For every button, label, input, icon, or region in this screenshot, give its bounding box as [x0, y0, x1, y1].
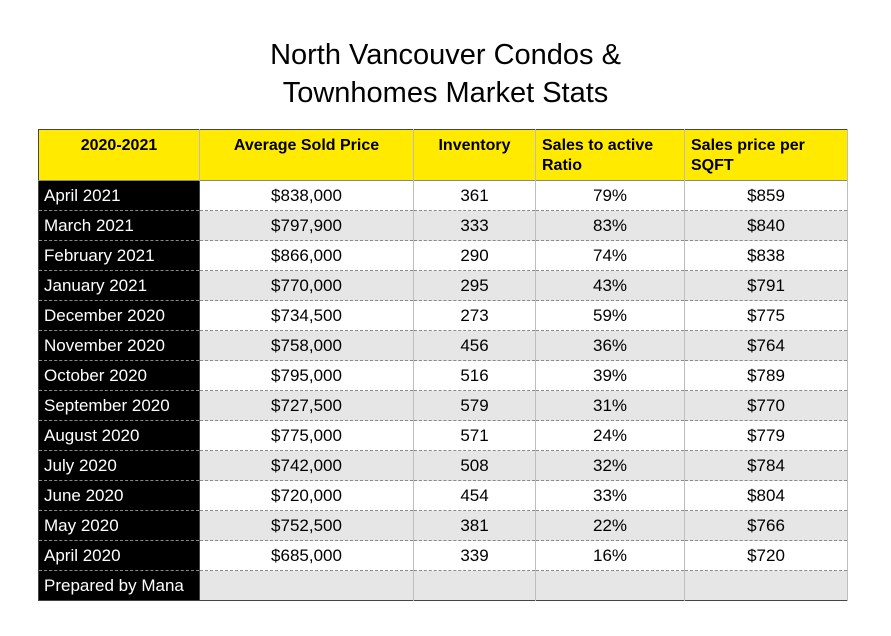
- table-row: February 2021 $866,000 290 74% $838: [38, 240, 848, 271]
- price-per-sqft-cell: $779: [684, 420, 848, 451]
- inventory-cell: 579: [413, 390, 536, 421]
- inventory-cell: 571: [413, 420, 536, 451]
- table-row: May 2020 $752,500 381 22% $766: [38, 510, 848, 541]
- empty-cell: [535, 570, 685, 601]
- price-per-sqft-cell: $720: [684, 540, 848, 571]
- inventory-cell: 454: [413, 480, 536, 511]
- table-footer-row: Prepared by Mana: [38, 570, 848, 601]
- price-per-sqft-cell: $775: [684, 300, 848, 331]
- sales-ratio-cell: 59%: [535, 300, 685, 331]
- inventory-cell: 361: [413, 180, 536, 211]
- table-header-row: 2020-2021 Average Sold Price Inventory S…: [38, 129, 848, 181]
- table-row: March 2021 $797,900 333 83% $840: [38, 210, 848, 241]
- price-per-sqft-cell: $791: [684, 270, 848, 301]
- header-inventory: Inventory: [413, 129, 536, 181]
- empty-cell: [684, 570, 848, 601]
- table-row: September 2020 $727,500 579 31% $770: [38, 390, 848, 421]
- sales-ratio-cell: 24%: [535, 420, 685, 451]
- price-per-sqft-cell: $859: [684, 180, 848, 211]
- prepared-by-label: Prepared by Mana: [38, 570, 200, 601]
- month-cell: March 2021: [38, 210, 200, 241]
- table-row: August 2020 $775,000 571 24% $779: [38, 420, 848, 451]
- month-cell: June 2020: [38, 480, 200, 511]
- inventory-cell: 381: [413, 510, 536, 541]
- sales-ratio-cell: 32%: [535, 450, 685, 481]
- page-title: North Vancouver Condos & Townhomes Marke…: [0, 36, 891, 112]
- price-per-sqft-cell: $784: [684, 450, 848, 481]
- month-cell: September 2020: [38, 390, 200, 421]
- inventory-cell: 290: [413, 240, 536, 271]
- average-sold-price-cell: $866,000: [199, 240, 414, 271]
- inventory-cell: 333: [413, 210, 536, 241]
- month-cell: December 2020: [38, 300, 200, 331]
- table-row: June 2020 $720,000 454 33% $804: [38, 480, 848, 511]
- price-per-sqft-cell: $838: [684, 240, 848, 271]
- month-cell: August 2020: [38, 420, 200, 451]
- month-cell: May 2020: [38, 510, 200, 541]
- average-sold-price-cell: $797,900: [199, 210, 414, 241]
- table-row: April 2021 $838,000 361 79% $859: [38, 180, 848, 211]
- price-per-sqft-cell: $804: [684, 480, 848, 511]
- month-cell: November 2020: [38, 330, 200, 361]
- title-line-2: Townhomes Market Stats: [282, 77, 609, 109]
- inventory-cell: 273: [413, 300, 536, 331]
- average-sold-price-cell: $752,500: [199, 510, 414, 541]
- month-cell: April 2021: [38, 180, 200, 211]
- sales-ratio-cell: 74%: [535, 240, 685, 271]
- price-per-sqft-cell: $766: [684, 510, 848, 541]
- average-sold-price-cell: $838,000: [199, 180, 414, 211]
- average-sold-price-cell: $685,000: [199, 540, 414, 571]
- sales-ratio-cell: 79%: [535, 180, 685, 211]
- sales-ratio-cell: 16%: [535, 540, 685, 571]
- average-sold-price-cell: $795,000: [199, 360, 414, 391]
- empty-cell: [199, 570, 414, 601]
- month-cell: October 2020: [38, 360, 200, 391]
- average-sold-price-cell: $720,000: [199, 480, 414, 511]
- header-average-sold-price: Average Sold Price: [199, 129, 414, 181]
- month-cell: April 2020: [38, 540, 200, 571]
- month-cell: January 2021: [38, 270, 200, 301]
- title-line-1: North Vancouver Condos &: [270, 39, 621, 71]
- price-per-sqft-cell: $840: [684, 210, 848, 241]
- average-sold-price-cell: $727,500: [199, 390, 414, 421]
- month-cell: July 2020: [38, 450, 200, 481]
- inventory-cell: 516: [413, 360, 536, 391]
- price-per-sqft-cell: $770: [684, 390, 848, 421]
- table-row: July 2020 $742,000 508 32% $784: [38, 450, 848, 481]
- empty-cell: [413, 570, 536, 601]
- header-sales-to-active-ratio: Sales to active Ratio: [535, 129, 685, 181]
- table-row: December 2020 $734,500 273 59% $775: [38, 300, 848, 331]
- price-per-sqft-cell: $764: [684, 330, 848, 361]
- average-sold-price-cell: $775,000: [199, 420, 414, 451]
- inventory-cell: 295: [413, 270, 536, 301]
- sales-ratio-cell: 33%: [535, 480, 685, 511]
- inventory-cell: 456: [413, 330, 536, 361]
- market-stats-table: 2020-2021 Average Sold Price Inventory S…: [38, 129, 848, 601]
- table-row: January 2021 $770,000 295 43% $791: [38, 270, 848, 301]
- sales-ratio-cell: 39%: [535, 360, 685, 391]
- inventory-cell: 339: [413, 540, 536, 571]
- month-cell: February 2021: [38, 240, 200, 271]
- sales-ratio-cell: 31%: [535, 390, 685, 421]
- price-per-sqft-cell: $789: [684, 360, 848, 391]
- average-sold-price-cell: $734,500: [199, 300, 414, 331]
- sales-ratio-cell: 43%: [535, 270, 685, 301]
- sales-ratio-cell: 83%: [535, 210, 685, 241]
- average-sold-price-cell: $770,000: [199, 270, 414, 301]
- table-row: April 2020 $685,000 339 16% $720: [38, 540, 848, 571]
- table-row: October 2020 $795,000 516 39% $789: [38, 360, 848, 391]
- inventory-cell: 508: [413, 450, 536, 481]
- average-sold-price-cell: $758,000: [199, 330, 414, 361]
- sales-ratio-cell: 36%: [535, 330, 685, 361]
- average-sold-price-cell: $742,000: [199, 450, 414, 481]
- header-sales-price-per-sqft: Sales price per SQFT: [684, 129, 848, 181]
- table-row: November 2020 $758,000 456 36% $764: [38, 330, 848, 361]
- sales-ratio-cell: 22%: [535, 510, 685, 541]
- header-period: 2020-2021: [38, 129, 200, 181]
